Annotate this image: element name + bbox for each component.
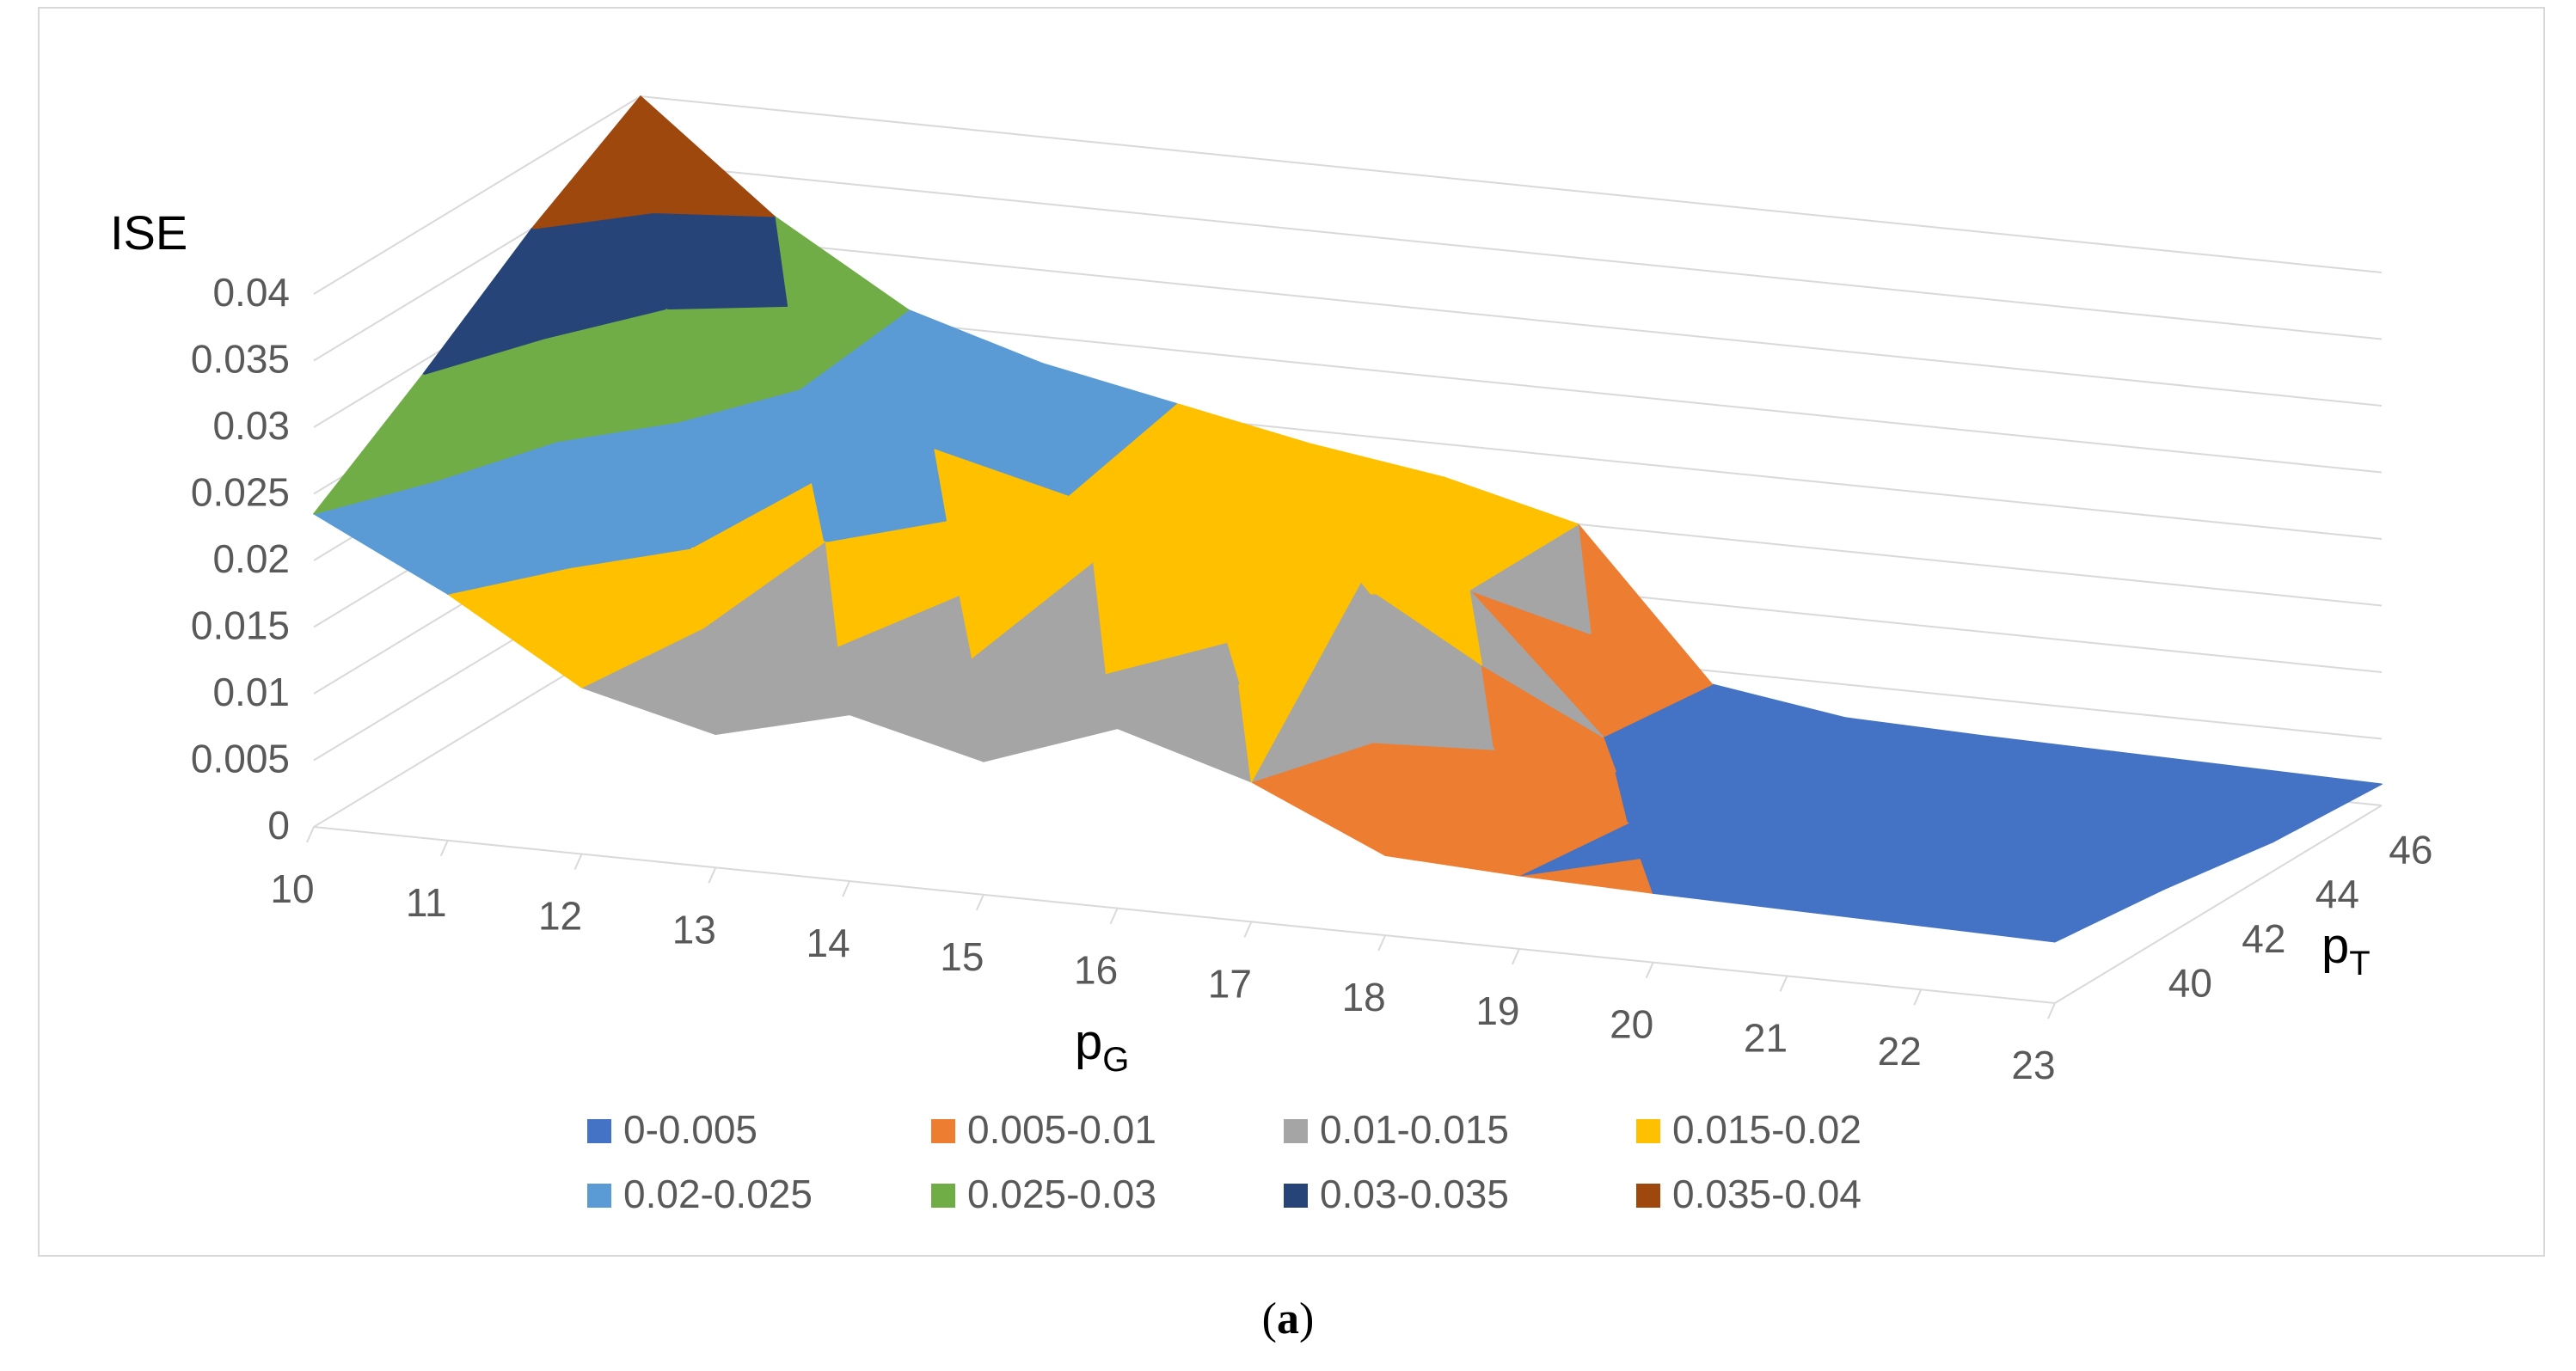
x-tick-mark <box>2047 1002 2056 1019</box>
legend-label: 0.03-0.035 <box>1320 1172 1509 1216</box>
y-axis-title-main: p <box>2321 918 2349 974</box>
x-tick-label: 11 <box>406 880 447 925</box>
x-tick-mark <box>1913 988 1923 1006</box>
x-tick-mark <box>1109 908 1119 925</box>
y-tick-label: 42 <box>2242 916 2285 961</box>
x-tick-label: 18 <box>1342 975 1386 1019</box>
x-tick-label: 14 <box>806 921 849 965</box>
x-tick-mark <box>439 840 449 857</box>
z-tick-label: 0.04 <box>212 270 290 315</box>
x-tick-mark <box>306 826 315 843</box>
x-tick-mark <box>1645 962 1654 979</box>
legend-item: 0.035-0.04 <box>1636 1172 1861 1216</box>
x-tick-mark <box>1512 948 1520 965</box>
legend-item: 0-0.005 <box>587 1107 757 1152</box>
y-tick-label: 44 <box>2315 872 2359 916</box>
legend-label: 0.035-0.04 <box>1672 1172 1861 1216</box>
x-tick-label: 16 <box>1074 948 1118 993</box>
y-axis-title-sub: T <box>2349 945 2370 982</box>
legend-swatch <box>1284 1184 1308 1208</box>
x-tick-label: 21 <box>1744 1015 1788 1060</box>
x-tick-label: 13 <box>672 907 716 952</box>
surface-facet <box>421 228 545 376</box>
z-tick-label: 0.01 <box>212 670 290 714</box>
surface-facet <box>640 95 776 217</box>
surface <box>313 95 2383 943</box>
z-tick-label: 0.02 <box>212 536 290 581</box>
legend-item: 0.02-0.025 <box>587 1172 813 1216</box>
legend-swatch <box>931 1184 955 1208</box>
y-axis-title: pT <box>2321 918 2371 982</box>
x-tick-mark <box>708 866 717 884</box>
caption-letter: a <box>1277 1294 1299 1343</box>
z-tick-label: 0 <box>267 803 290 848</box>
y-tick-label: 40 <box>2168 961 2212 1006</box>
x-tick-mark <box>1243 921 1253 938</box>
legend-swatch <box>931 1119 955 1143</box>
x-tick-mark <box>1779 976 1788 992</box>
z-tick-label: 0.03 <box>212 403 290 448</box>
x-tick-mark <box>975 894 984 911</box>
z-axis-ticks: 0 0.005 0.01 0.015 0.02 0.025 0.03 0.035 0.04 <box>191 270 290 848</box>
caption-open: ( <box>1261 1294 1277 1343</box>
legend-label: 0.02-0.025 <box>623 1172 813 1216</box>
legend-item: 0.01-0.015 <box>1284 1107 1509 1152</box>
x-tick-label: 10 <box>270 866 314 911</box>
surface-facet <box>313 374 436 515</box>
x-tick-label: 12 <box>538 894 582 939</box>
legend-swatch <box>1284 1119 1308 1143</box>
surface-facet <box>774 216 910 311</box>
legend-swatch <box>1636 1184 1660 1208</box>
legend-swatch <box>587 1184 611 1208</box>
x-tick-label: 17 <box>1208 961 1252 1006</box>
z-tick-label: 0.025 <box>191 470 290 515</box>
chart-frame <box>38 7 2545 1257</box>
x-tick-mark <box>1377 934 1387 952</box>
x-tick-label: 20 <box>1610 1002 1653 1047</box>
x-tick-label: 19 <box>1475 988 1519 1033</box>
legend-item: 0.005-0.01 <box>931 1107 1156 1152</box>
y-tick-label: 46 <box>2389 827 2432 872</box>
x-axis-ticks: 10 11 12 13 14 15 16 17 18 19 20 21 22 23 <box>270 826 2056 1087</box>
legend-label: 0.015-0.02 <box>1672 1107 1861 1152</box>
surface-facet <box>531 95 654 230</box>
legend-swatch <box>587 1119 611 1143</box>
z-tick-label: 0.035 <box>191 337 290 382</box>
x-tick-mark <box>573 854 583 870</box>
legend: 0-0.005 0.005-0.01 0.01-0.015 0.015-0.02 0.0… <box>587 1107 1861 1216</box>
x-axis-title: pG <box>1075 1014 1129 1079</box>
z-tick-label: 0.005 <box>191 737 290 781</box>
legend-label: 0-0.005 <box>623 1107 757 1152</box>
z-tick-label: 0.015 <box>191 603 290 648</box>
legend-item: 0.015-0.02 <box>1636 1107 1861 1152</box>
legend-label: 0.01-0.015 <box>1320 1107 1509 1152</box>
x-tick-mark <box>842 880 850 897</box>
x-axis-title-sub: G <box>1102 1041 1129 1079</box>
x-axis-title-main: p <box>1075 1014 1102 1070</box>
legend-label: 0.025-0.03 <box>967 1172 1156 1216</box>
y-axis-ticks: 40 42 44 46 <box>2168 827 2433 1005</box>
legend-item: 0.025-0.03 <box>931 1172 1156 1216</box>
x-tick-label: 22 <box>1878 1029 1922 1074</box>
figure-caption: (a) <box>0 1294 2576 1344</box>
x-tick-label: 15 <box>940 934 984 979</box>
legend-item: 0.03-0.035 <box>1284 1172 1509 1216</box>
z-axis-title: ISE <box>110 205 187 260</box>
legend-label: 0.005-0.01 <box>967 1107 1156 1152</box>
x-tick-label: 23 <box>2011 1043 2055 1087</box>
caption-close: ) <box>1299 1294 1315 1343</box>
legend-swatch <box>1636 1119 1660 1143</box>
